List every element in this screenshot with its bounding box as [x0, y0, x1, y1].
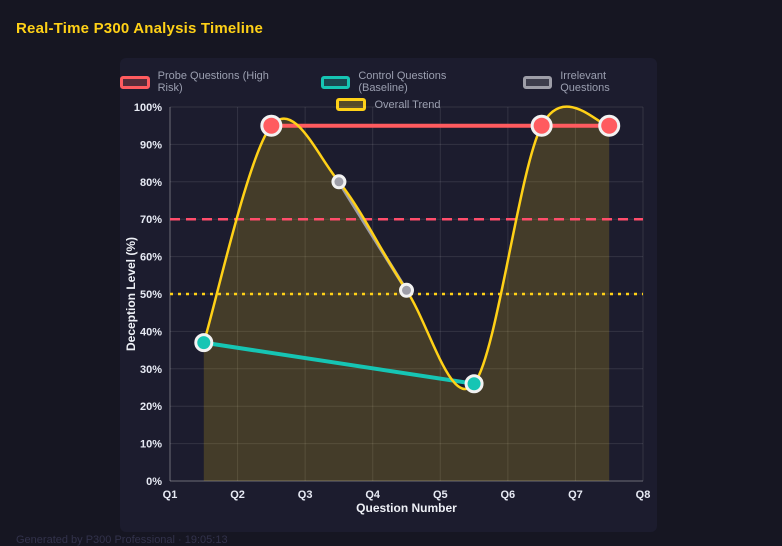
legend-item-irrelevant[interactable]: Irrelevant Questions	[522, 70, 657, 94]
probe-data-point[interactable]	[260, 114, 283, 137]
y-tick-label: 30%	[140, 364, 162, 376]
x-tick-label: Q6	[501, 489, 516, 501]
x-tick-label: Q5	[433, 489, 448, 501]
y-tick-label: 90%	[140, 139, 162, 151]
chart-legend: Probe Questions (High Risk) Control Ques…	[120, 70, 657, 111]
irrelevant-data-point[interactable]	[331, 174, 347, 190]
legend-item-probe[interactable]: Probe Questions (High Risk)	[120, 70, 295, 94]
y-tick-label: 20%	[140, 401, 162, 413]
probe-data-point[interactable]	[530, 114, 553, 137]
timeline-chart: Q1 Q2 Q3 Q4 Q5 Q6 Q7 Q8 0% 10% 20% 30% 40% 50% 60% 70% 8…	[134, 102, 650, 501]
trend-series-swatch-icon	[336, 98, 367, 111]
control-data-point[interactable]	[464, 374, 484, 394]
legend-item-trend[interactable]: Overall Trend	[336, 98, 441, 111]
legend-row-1: Probe Questions (High Risk) Control Ques…	[120, 70, 657, 94]
x-axis-title: Question Number	[356, 501, 457, 515]
x-tick-label: Q4	[365, 489, 381, 501]
footer-caption: Generated by P300 Professional · 19:05:1…	[16, 534, 228, 546]
x-tick-label: Q2	[230, 489, 245, 501]
control-data-point[interactable]	[194, 333, 214, 353]
irrelevant-series-swatch-icon	[522, 75, 553, 89]
x-tick-label: Q7	[568, 489, 583, 501]
legend-label-irrelevant: Irrelevant Questions	[560, 70, 610, 94]
legend-row-2: Overall Trend	[336, 98, 441, 111]
x-tick-label: Q1	[163, 489, 178, 501]
chart-canvas: Q1 Q2 Q3 Q4 Q5 Q6 Q7 Q8 0% 10% 20% 30% 40% 50% 60% 70% 8…	[134, 102, 650, 501]
x-tick-label: Q3	[298, 489, 313, 501]
probe-data-point[interactable]	[598, 114, 621, 137]
legend-label-probe: Probe Questions (High Risk)	[157, 70, 269, 94]
control-series-swatch-icon	[320, 75, 351, 89]
legend-item-control[interactable]: Control Questions (Baseline)	[320, 70, 497, 94]
legend-label-trend: Overall Trend	[374, 98, 441, 111]
y-tick-label: 0%	[146, 476, 162, 488]
y-tick-label: 100%	[134, 102, 162, 114]
x-tick-label: Q8	[636, 489, 651, 501]
page-title: Real-Time P300 Analysis Timeline	[16, 20, 264, 37]
y-axis-title: Deception Level (%)	[124, 236, 138, 352]
probe-series-swatch-icon	[120, 75, 150, 89]
y-tick-label: 50%	[140, 289, 162, 301]
y-tick-label: 80%	[140, 177, 162, 189]
y-tick-label: 60%	[140, 252, 162, 264]
y-tick-label: 40%	[140, 326, 162, 338]
legend-label-control: Control Questions (Baseline)	[358, 70, 447, 94]
y-tick-label: 10%	[140, 439, 162, 451]
y-tick-label: 70%	[140, 214, 162, 226]
control-line	[201, 340, 477, 386]
irrelevant-data-point[interactable]	[399, 282, 414, 298]
